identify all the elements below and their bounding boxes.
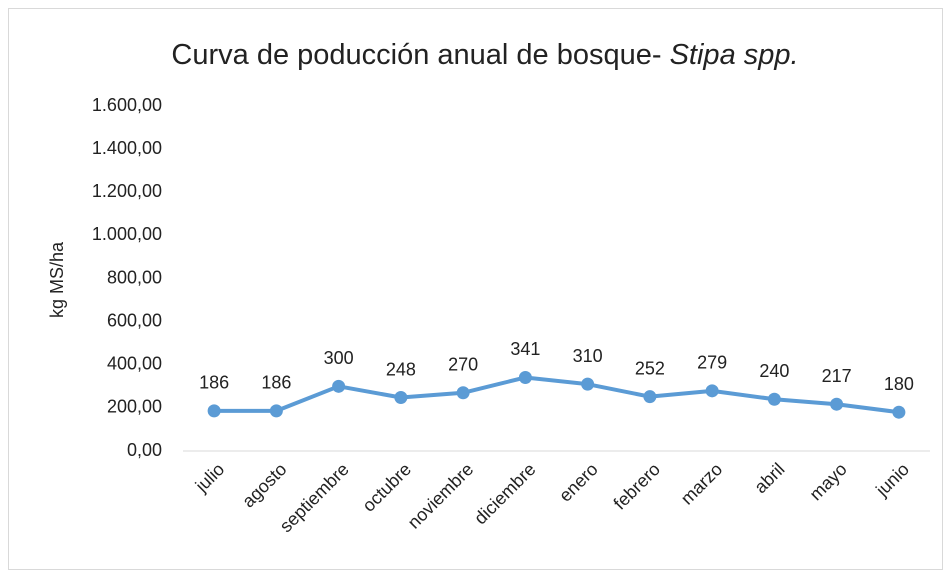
data-label: 252 [635, 358, 665, 378]
y-tick-label: 400,00 [107, 354, 162, 374]
data-label: 300 [324, 348, 354, 368]
series-line [214, 375, 900, 415]
y-tick-label: 600,00 [107, 310, 162, 330]
y-axis-label: kg MS/ha [47, 241, 67, 318]
y-tick-label: 1.200,00 [92, 181, 162, 201]
data-point [518, 370, 532, 384]
chart-border [8, 8, 943, 570]
data-label: 217 [822, 366, 852, 386]
title-italic: Stipa spp. [670, 39, 799, 71]
y-tick-label: 0,00 [127, 440, 162, 460]
data-point [892, 405, 906, 419]
chart-title: Curva de poducción anual de bosque- Stip… [171, 39, 798, 71]
data-label: 310 [573, 346, 603, 366]
data-point [767, 392, 781, 406]
y-tick-label: 800,00 [107, 267, 162, 287]
data-point [269, 404, 283, 418]
y-tick-label: 1.600,00 [92, 95, 162, 115]
data-label: 186 [261, 373, 291, 393]
data-point [581, 377, 595, 391]
data-point [394, 391, 408, 405]
data-label: 180 [884, 374, 914, 394]
data-point [332, 379, 346, 393]
data-label: 248 [386, 359, 416, 379]
data-point [830, 397, 844, 411]
y-tick-label: 1.400,00 [92, 138, 162, 158]
data-label: 240 [759, 361, 789, 381]
data-label: 270 [448, 355, 478, 375]
data-point [456, 386, 470, 400]
data-label: 186 [199, 373, 229, 393]
title-main: Curva de poducción anual de bosque- [171, 39, 669, 71]
y-tick-label: 200,00 [107, 397, 162, 417]
data-point [643, 390, 657, 404]
data-label: 341 [510, 339, 540, 359]
data-label: 279 [697, 353, 727, 373]
data-point [207, 404, 221, 418]
data-point [705, 384, 719, 398]
y-tick-label: 1.000,00 [92, 224, 162, 244]
